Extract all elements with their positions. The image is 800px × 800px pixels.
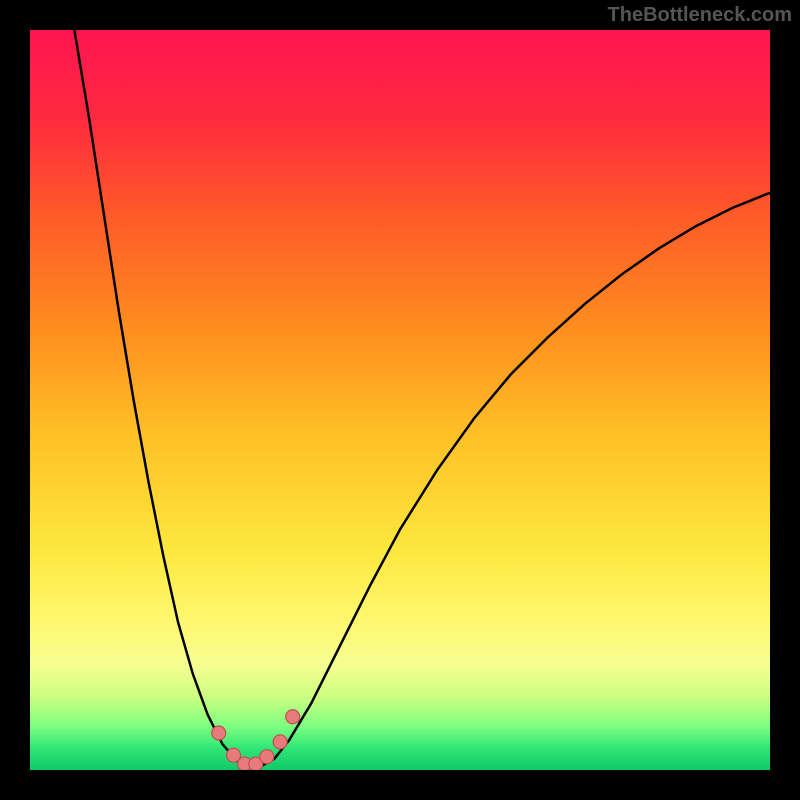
marker-point (212, 726, 226, 740)
curve-left (74, 30, 248, 768)
curve-overlay (30, 30, 770, 770)
marker-point (260, 750, 274, 764)
curve-right (248, 193, 770, 768)
attribution-text: TheBottleneck.com (608, 4, 792, 27)
plot-area (30, 30, 770, 770)
marker-point (273, 735, 287, 749)
marker-point (286, 710, 300, 724)
chart-container: TheBottleneck.com (0, 0, 800, 800)
bottleneck-markers (212, 710, 300, 770)
